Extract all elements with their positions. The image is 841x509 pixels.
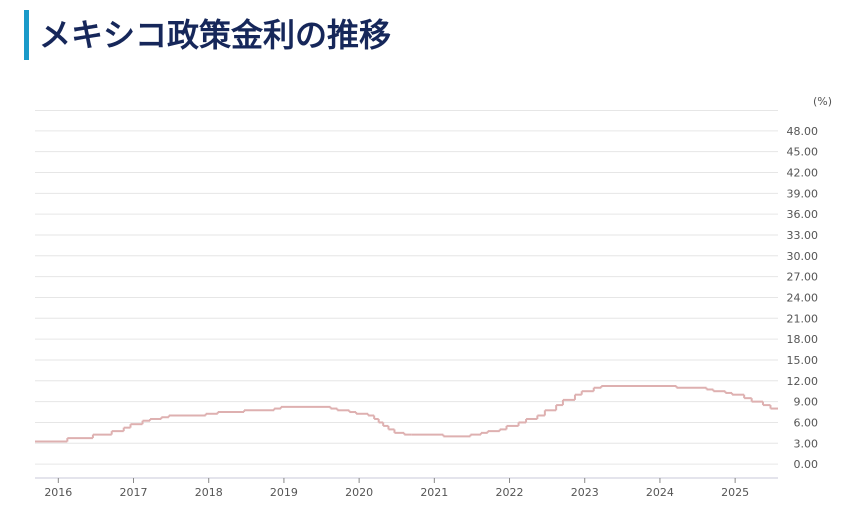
- y-tick-label: 42.00: [787, 166, 819, 179]
- y-tick-label: 36.00: [787, 208, 819, 221]
- y-tick-label: 27.00: [787, 271, 819, 284]
- x-tick-label: 2018: [195, 486, 223, 499]
- y-tick-label: 45.00: [787, 146, 819, 159]
- x-tick-label: 2016: [44, 486, 72, 499]
- x-tick-label: 2017: [120, 486, 148, 499]
- y-tick-label: 0.00: [794, 458, 819, 471]
- y-tick-label: 18.00: [787, 333, 819, 346]
- x-tick-label: 2023: [571, 486, 599, 499]
- x-tick-label: 2020: [345, 486, 373, 499]
- y-tick-label: 30.00: [787, 250, 819, 263]
- x-tick-label: 2019: [270, 486, 298, 499]
- y-tick-label: 6.00: [794, 416, 819, 429]
- y-tick-label: 39.00: [787, 187, 819, 200]
- y-tick-label: 21.00: [787, 312, 819, 325]
- y-tick-label: 3.00: [794, 437, 819, 450]
- unit-label: (%): [813, 95, 832, 108]
- x-tick-label: 2025: [721, 486, 749, 499]
- y-tick-label: 9.00: [794, 396, 819, 409]
- y-tick-label: 12.00: [787, 375, 819, 388]
- page-title: メキシコ政策金利の推移: [24, 10, 391, 60]
- x-tick-label: 2024: [646, 486, 674, 499]
- y-tick-label: 15.00: [787, 354, 819, 367]
- x-tick-label: 2022: [496, 486, 524, 499]
- y-tick-label: 24.00: [787, 291, 819, 304]
- y-tick-label: 33.00: [787, 229, 819, 242]
- y-tick-label: 48.00: [787, 125, 819, 138]
- x-tick-label: 2021: [420, 486, 448, 499]
